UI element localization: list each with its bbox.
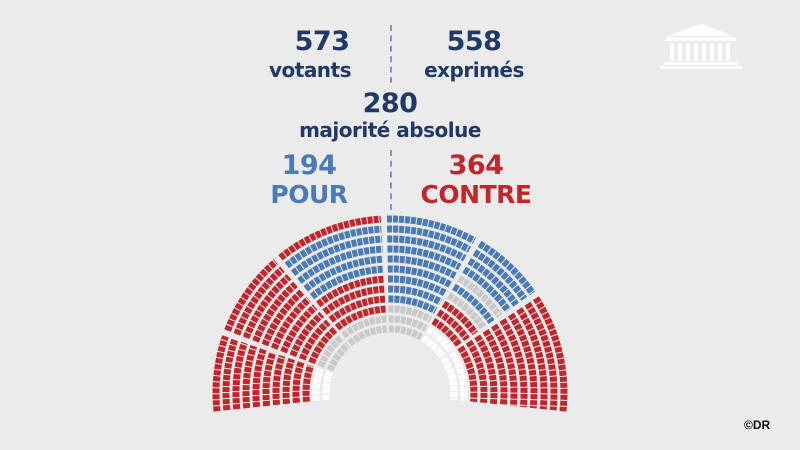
seat-row: [387, 245, 462, 271]
votants-label: votants: [268, 58, 352, 82]
votants-count: 573: [294, 26, 350, 57]
seat-row: [440, 356, 458, 401]
seat-row: [465, 339, 488, 404]
seat-row: [387, 225, 472, 253]
seat-row: [388, 315, 428, 332]
seat-row: [316, 275, 385, 308]
seat-row: [472, 249, 528, 301]
seat-row: [491, 323, 518, 407]
seat-row: [224, 259, 279, 332]
seat-row: [516, 307, 548, 410]
seat-row: [474, 334, 498, 405]
seat-row: [387, 255, 457, 279]
seat-row: [289, 311, 325, 358]
contre-count: 364: [448, 150, 504, 181]
seat-row: [252, 348, 267, 408]
seat-row: [467, 258, 519, 307]
seat-row: [449, 350, 468, 402]
seat-row: [426, 326, 454, 353]
seat-row: [292, 361, 305, 404]
contre-label: CONTRE: [420, 180, 532, 209]
seat-row: [272, 354, 286, 406]
seat-row: [322, 285, 385, 315]
seat-row: [212, 335, 229, 412]
seat-row: [446, 292, 487, 330]
seat-row: [387, 265, 452, 288]
divider-top: [390, 25, 392, 83]
seat-row: [312, 367, 324, 402]
seat-row: [421, 335, 446, 359]
seat-row: [282, 357, 296, 405]
seat-row: [317, 334, 344, 368]
seat-row: [387, 235, 467, 262]
exprimes-label: exprimés: [424, 58, 524, 82]
seat-row: [482, 328, 508, 406]
seat-row: [284, 225, 382, 269]
seat-row: [457, 275, 503, 319]
photo-credit: ©DR: [744, 418, 771, 432]
seat-row: [436, 309, 470, 342]
pour-label: POUR: [270, 180, 348, 209]
seat-row: [242, 344, 258, 409]
seat-row: [388, 325, 423, 341]
seat-row: [532, 296, 568, 412]
seat-row: [328, 295, 386, 323]
exprimes-count: 558: [446, 26, 502, 57]
seat-row: [457, 345, 478, 403]
seat-row: [252, 281, 298, 343]
seat-row: [341, 315, 387, 339]
seat-row: [278, 215, 382, 261]
assemblee-nationale-building-icon: [660, 24, 742, 69]
seat-row: [309, 265, 384, 300]
seat-row: [507, 312, 538, 409]
seat-row: [222, 338, 239, 411]
seat-row: [347, 325, 387, 347]
seat-row: [233, 266, 285, 336]
seat-row: [431, 318, 462, 347]
seat-row: [327, 342, 351, 372]
seat-row: [261, 289, 305, 347]
majorite-count: 280: [362, 88, 418, 119]
seat-row: [524, 301, 558, 411]
seat-row: [270, 296, 311, 350]
seat-row: [302, 364, 314, 403]
seat-row: [388, 305, 433, 323]
seat-row: [303, 255, 384, 292]
divider-bottom: [390, 150, 392, 210]
seat-row: [232, 341, 248, 410]
seat-row: [308, 326, 338, 365]
seat-row: [499, 318, 528, 408]
seat-row: [290, 235, 383, 277]
seat-row: [280, 304, 318, 354]
seat-row: [452, 283, 495, 324]
majorite-label: majorité absolue: [299, 118, 481, 142]
seat-row: [388, 285, 443, 306]
seat-row: [297, 245, 383, 284]
seat-row: [387, 275, 447, 297]
seat-row: [334, 305, 386, 331]
seat-row: [462, 266, 511, 313]
seat-row: [477, 240, 536, 296]
seat-row: [386, 215, 477, 244]
seat-row: [262, 351, 277, 407]
seat-row: [388, 295, 438, 314]
seat-row: [322, 371, 333, 401]
seat-row: [298, 319, 331, 361]
seat-row: [441, 300, 479, 336]
seat-row: [242, 274, 292, 340]
pour-count: 194: [281, 150, 337, 181]
